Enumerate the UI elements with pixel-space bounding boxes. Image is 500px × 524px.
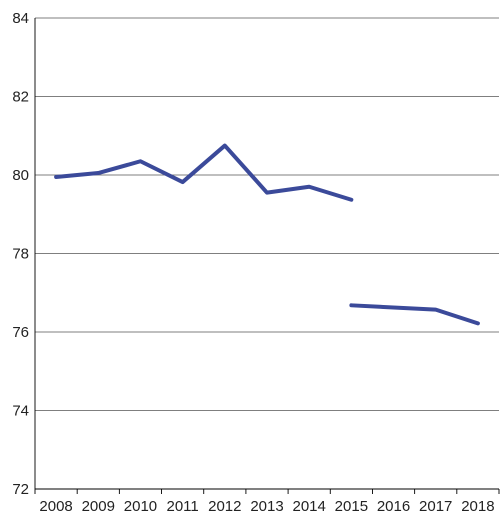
x-tick-label-2014: 2014 bbox=[292, 498, 325, 515]
x-tick-label-2011: 2011 bbox=[167, 498, 199, 515]
x-tick-label-2009: 2009 bbox=[82, 498, 115, 515]
y-tick-label-76: 76 bbox=[12, 324, 29, 341]
grid-lines bbox=[35, 17, 499, 411]
y-tick-label-84: 84 bbox=[12, 10, 29, 27]
x-tick-label-2013: 2013 bbox=[250, 498, 283, 515]
series-line-segment-1 bbox=[54, 143, 354, 202]
y-tick-label-80: 80 bbox=[12, 167, 29, 184]
x-axis-tick-labels: 2008 2009 2010 2011 2012 2013 2014 2015 2016 2017… bbox=[39, 498, 494, 515]
y-tick-label-74: 74 bbox=[12, 403, 29, 420]
series-group bbox=[54, 143, 480, 326]
series-line-segment-2 bbox=[349, 303, 480, 326]
x-tick-label-2012: 2012 bbox=[208, 498, 241, 515]
x-tick-label-2017: 2017 bbox=[419, 498, 452, 515]
x-tick-label-2018: 2018 bbox=[461, 498, 494, 515]
x-tick-label-2008: 2008 bbox=[39, 498, 72, 515]
y-tick-label-78: 78 bbox=[12, 246, 29, 263]
x-tick-label-2010: 2010 bbox=[124, 498, 157, 515]
x-tick-label-2015: 2015 bbox=[335, 498, 368, 515]
x-tick-label-2016: 2016 bbox=[377, 498, 410, 515]
y-axis-tick-labels: 72 74 76 78 80 82 84 bbox=[12, 10, 29, 498]
axes bbox=[34, 18, 500, 494]
y-tick-label-72: 72 bbox=[12, 481, 29, 498]
y-tick-label-82: 82 bbox=[12, 89, 29, 106]
